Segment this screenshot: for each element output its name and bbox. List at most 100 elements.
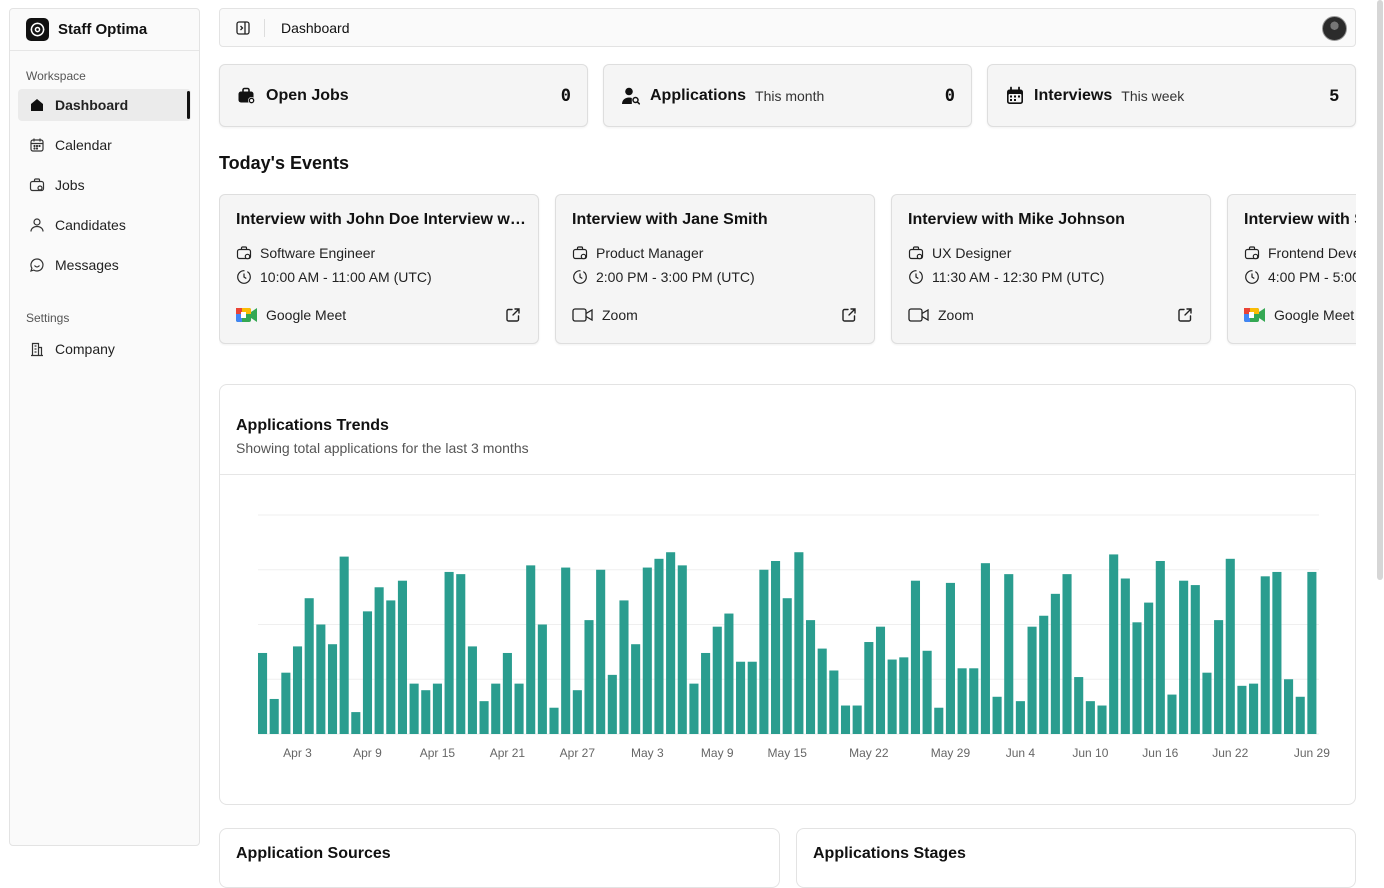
chart-bar[interactable] — [561, 567, 571, 734]
chart-bar[interactable] — [444, 571, 454, 734]
chart-bar[interactable] — [537, 624, 547, 735]
chart-bar[interactable] — [771, 560, 781, 734]
chart-bar[interactable] — [1050, 593, 1060, 734]
chart-bar[interactable] — [1027, 626, 1037, 734]
chart-bar[interactable] — [1155, 560, 1165, 734]
chart-bar[interactable] — [292, 646, 303, 734]
sidebar-toggle-icon[interactable] — [232, 17, 254, 39]
chart-bar[interactable] — [596, 569, 606, 734]
chart-bar[interactable] — [258, 652, 268, 734]
chart-bar[interactable] — [619, 600, 629, 734]
external-link-icon[interactable] — [840, 306, 858, 324]
chart-bar[interactable] — [747, 661, 757, 734]
chart-bar[interactable] — [514, 683, 524, 734]
chart-bar[interactable] — [1132, 622, 1142, 734]
chart-bar[interactable] — [1284, 679, 1294, 734]
chart-bar[interactable] — [875, 626, 886, 734]
external-link-icon[interactable] — [1176, 306, 1194, 324]
chart-bar[interactable] — [666, 552, 676, 734]
scrollbar[interactable] — [1377, 0, 1383, 580]
chart-bar[interactable] — [1039, 615, 1049, 734]
chart-bar[interactable] — [409, 683, 419, 734]
chart-bar[interactable] — [689, 683, 699, 734]
chart-bar[interactable] — [1260, 576, 1270, 734]
chart-bar[interactable] — [397, 580, 407, 734]
chart-bar[interactable] — [631, 644, 641, 734]
chart-bar[interactable] — [701, 652, 711, 734]
chart-bar[interactable] — [607, 674, 617, 734]
chart-bar[interactable] — [712, 626, 722, 734]
chart-bar[interactable] — [910, 580, 921, 734]
avatar[interactable] — [1322, 16, 1347, 41]
chart-bar[interactable] — [642, 567, 652, 734]
chart-bar[interactable] — [1097, 705, 1107, 734]
chart-bar[interactable] — [1085, 701, 1095, 734]
chart-bar[interactable] — [805, 620, 816, 734]
chart-bar[interactable] — [304, 598, 314, 734]
chart-bar[interactable] — [724, 613, 734, 734]
event-card[interactable]: Interview with Jane Smith Product Manager… — [555, 194, 875, 344]
chart-bar[interactable] — [922, 650, 932, 734]
chart-bar[interactable] — [1015, 701, 1025, 734]
chart-bar[interactable] — [549, 707, 559, 734]
chart-bar[interactable] — [945, 582, 955, 734]
chart-bar[interactable] — [526, 565, 536, 734]
chart-bar[interactable] — [677, 565, 687, 734]
chart-bar[interactable] — [456, 574, 466, 734]
chart-bar[interactable] — [817, 648, 827, 734]
events-carousel[interactable]: Interview with John Doe Interview with J… — [219, 194, 1356, 346]
external-link-icon[interactable] — [504, 306, 522, 324]
chart-bar[interactable] — [992, 696, 1002, 734]
chart-bar[interactable] — [1167, 694, 1177, 734]
event-card[interactable]: Interview with Mike Johnson UX Designer 11… — [891, 194, 1211, 344]
chart-bar[interactable] — [1144, 602, 1154, 734]
chart-bar[interactable] — [281, 672, 291, 734]
chart-bar[interactable] — [654, 558, 664, 734]
chart-bar[interactable] — [887, 659, 897, 734]
chart-bar[interactable] — [1237, 685, 1247, 734]
sidebar-item-candidates[interactable]: Candidates — [18, 209, 191, 241]
chart-bar[interactable] — [1190, 585, 1200, 734]
event-card[interactable]: Interview with Sarah Williams Frontend De… — [1227, 194, 1356, 344]
chart-bar[interactable] — [327, 644, 338, 734]
chart-bar[interactable] — [980, 563, 990, 734]
chart-bar[interactable] — [269, 698, 279, 734]
chart-bar[interactable] — [1062, 574, 1072, 734]
chart-bar[interactable] — [934, 707, 944, 734]
chart-bar[interactable] — [339, 556, 349, 734]
chart-bar[interactable] — [421, 690, 431, 734]
chart-bar[interactable] — [1179, 580, 1189, 734]
chart-bar[interactable] — [1202, 672, 1212, 734]
chart-bar[interactable] — [782, 598, 792, 734]
chart-bar[interactable] — [899, 657, 909, 734]
chart-bar[interactable] — [491, 683, 501, 734]
chart-bar[interactable] — [829, 670, 839, 734]
chart-bar[interactable] — [502, 652, 512, 734]
chart-bar[interactable] — [1120, 578, 1130, 734]
chart-bar[interactable] — [1225, 558, 1235, 734]
sidebar-item-calendar[interactable]: Calendar — [18, 129, 191, 161]
event-card[interactable]: Interview with John Doe Interview with J… — [219, 194, 539, 344]
chart-bar[interactable] — [969, 668, 979, 734]
chart-bar[interactable] — [316, 624, 326, 735]
chart-bar[interactable] — [957, 668, 967, 734]
chart-bar[interactable] — [759, 569, 769, 734]
chart-bar[interactable] — [584, 620, 594, 734]
chart-bar[interactable] — [1004, 574, 1014, 734]
chart-bar[interactable] — [362, 611, 373, 734]
chart-bar[interactable] — [1272, 571, 1282, 734]
brand[interactable]: Staff Optima — [10, 9, 199, 51]
chart-bar[interactable] — [794, 552, 804, 734]
chart-bar[interactable] — [736, 661, 746, 734]
chart-bar[interactable] — [1214, 620, 1224, 734]
sidebar-item-messages[interactable]: Messages — [18, 249, 191, 281]
sidebar-item-dashboard[interactable]: Dashboard — [18, 89, 191, 121]
chart-bar[interactable] — [374, 587, 384, 734]
chart-bar[interactable] — [1249, 683, 1259, 734]
chart-bar[interactable] — [479, 701, 489, 734]
chart-bar[interactable] — [1295, 696, 1305, 734]
chart-bar[interactable] — [572, 690, 582, 734]
sidebar-item-jobs[interactable]: Jobs — [18, 169, 191, 201]
chart-bar[interactable] — [432, 683, 442, 734]
chart-bar[interactable] — [1307, 571, 1317, 734]
